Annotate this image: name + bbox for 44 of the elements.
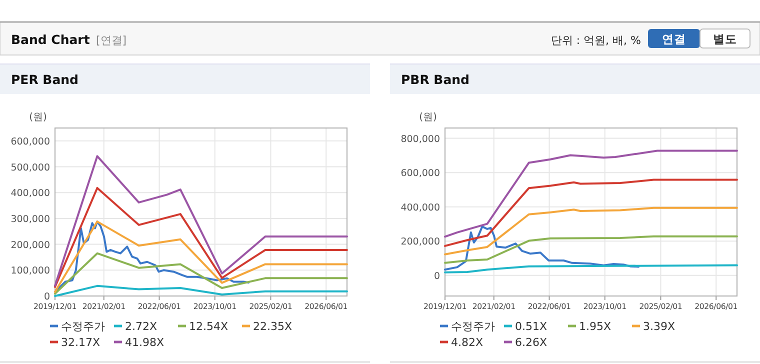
legend-label: 4.82X <box>451 336 484 349</box>
text: 단위 : 억원, 배, % <box>550 34 641 47</box>
line-series <box>54 284 348 297</box>
line-series <box>444 264 738 274</box>
legend-label: 수정주가 <box>451 320 495 333</box>
y-tick-label: 600,000 <box>400 168 440 180</box>
line-series <box>54 155 348 287</box>
legend-label: 32.17X <box>61 336 100 349</box>
y-tick-label: 600,000 <box>10 136 50 148</box>
line-series <box>444 235 738 264</box>
y-tick-label: 100,000 <box>10 266 50 277</box>
line-series <box>444 150 738 238</box>
text: 연결 <box>662 32 686 46</box>
y-tick-label: 500,000 <box>10 162 50 174</box>
legend-label: 6.26X <box>515 336 548 349</box>
line-series <box>54 220 348 293</box>
chart-title: PER Band <box>11 72 78 87</box>
y-tick-label: 400,000 <box>10 188 50 200</box>
legend-label: 2.72X <box>125 320 158 333</box>
y-tick-label: 400,000 <box>400 202 440 214</box>
y-tick-label: 800,000 <box>400 134 440 145</box>
y-axis-title: (원) <box>419 112 437 123</box>
text: 별도 <box>713 32 737 46</box>
chart-title: PBR Band <box>401 72 470 87</box>
legend-label: 3.39X <box>643 320 676 333</box>
y-tick-label: 200,000 <box>400 236 440 248</box>
line-series <box>54 186 348 288</box>
y-tick-label: 0 <box>434 270 440 282</box>
legend-label: 0.51X <box>515 320 548 333</box>
line-series <box>444 206 738 256</box>
y-tick-label: 200,000 <box>10 240 50 251</box>
y-axis-title: (원) <box>29 112 47 123</box>
legend-label: 12.54X <box>189 320 228 333</box>
text: [연결] <box>96 34 127 47</box>
y-tick-label: 0 <box>44 292 50 302</box>
line-series <box>444 226 640 271</box>
y-tick-label: 300,000 <box>10 214 50 225</box>
legend-label: 22.35X <box>253 320 292 333</box>
text: Band Chart <box>11 32 90 47</box>
legend-label: 1.95X <box>579 320 612 333</box>
legend-label: 41.98X <box>125 336 164 349</box>
legend-label: 수정주가 <box>61 320 105 333</box>
line-series <box>54 252 348 295</box>
line-series <box>444 178 738 247</box>
